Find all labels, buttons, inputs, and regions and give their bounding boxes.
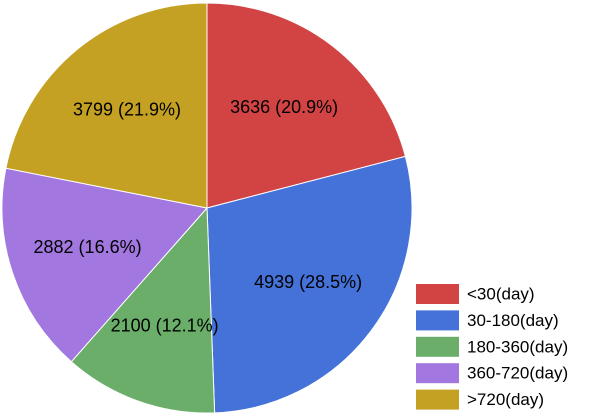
legend-label-30-day: <30(day) <box>467 284 535 303</box>
pie-slice-30-day <box>206 2 407 209</box>
pie-slice-180-360-day <box>70 206 216 414</box>
legend-swatch-720-day <box>416 389 459 410</box>
legend-label-360-720-day: 360-720(day) <box>467 364 568 383</box>
legend-swatch-360-720-day <box>416 363 459 384</box>
slice-label-30-180-day: 4939 (28.5%) <box>254 272 362 292</box>
legend-swatch-30-day <box>416 284 459 304</box>
slice-label-180-360-day: 2100 (12.1%) <box>111 315 219 335</box>
legend-label-180-360-day: 180-360(day) <box>467 337 568 356</box>
legend-label-30-180-day: 30-180(day) <box>467 311 559 330</box>
pie-slice-30-180-day <box>206 155 413 414</box>
legend-swatch-30-180-day <box>416 310 459 331</box>
legend: <30(day) 30-180(day) 180-360(day) 360-720(d… <box>411 282 600 416</box>
pie-slice-720-day <box>5 2 208 209</box>
slice-label-720-day: 3799 (21.9%) <box>73 99 181 119</box>
pie-slice-labels: 3636 (20.9%) 4939 (28.5%) 2100 (12.1%) 2882… <box>34 97 363 335</box>
slice-label-30-day: 3636 (20.9%) <box>230 97 338 117</box>
pie-slice-360-720-day <box>1 167 208 363</box>
legend-swatch-180-360-day <box>416 336 459 357</box>
slice-label-360-720-day: 2882 (16.6%) <box>34 237 142 257</box>
legend-label-720-day: >720(day) <box>467 390 544 409</box>
pie-slices <box>1 2 413 414</box>
